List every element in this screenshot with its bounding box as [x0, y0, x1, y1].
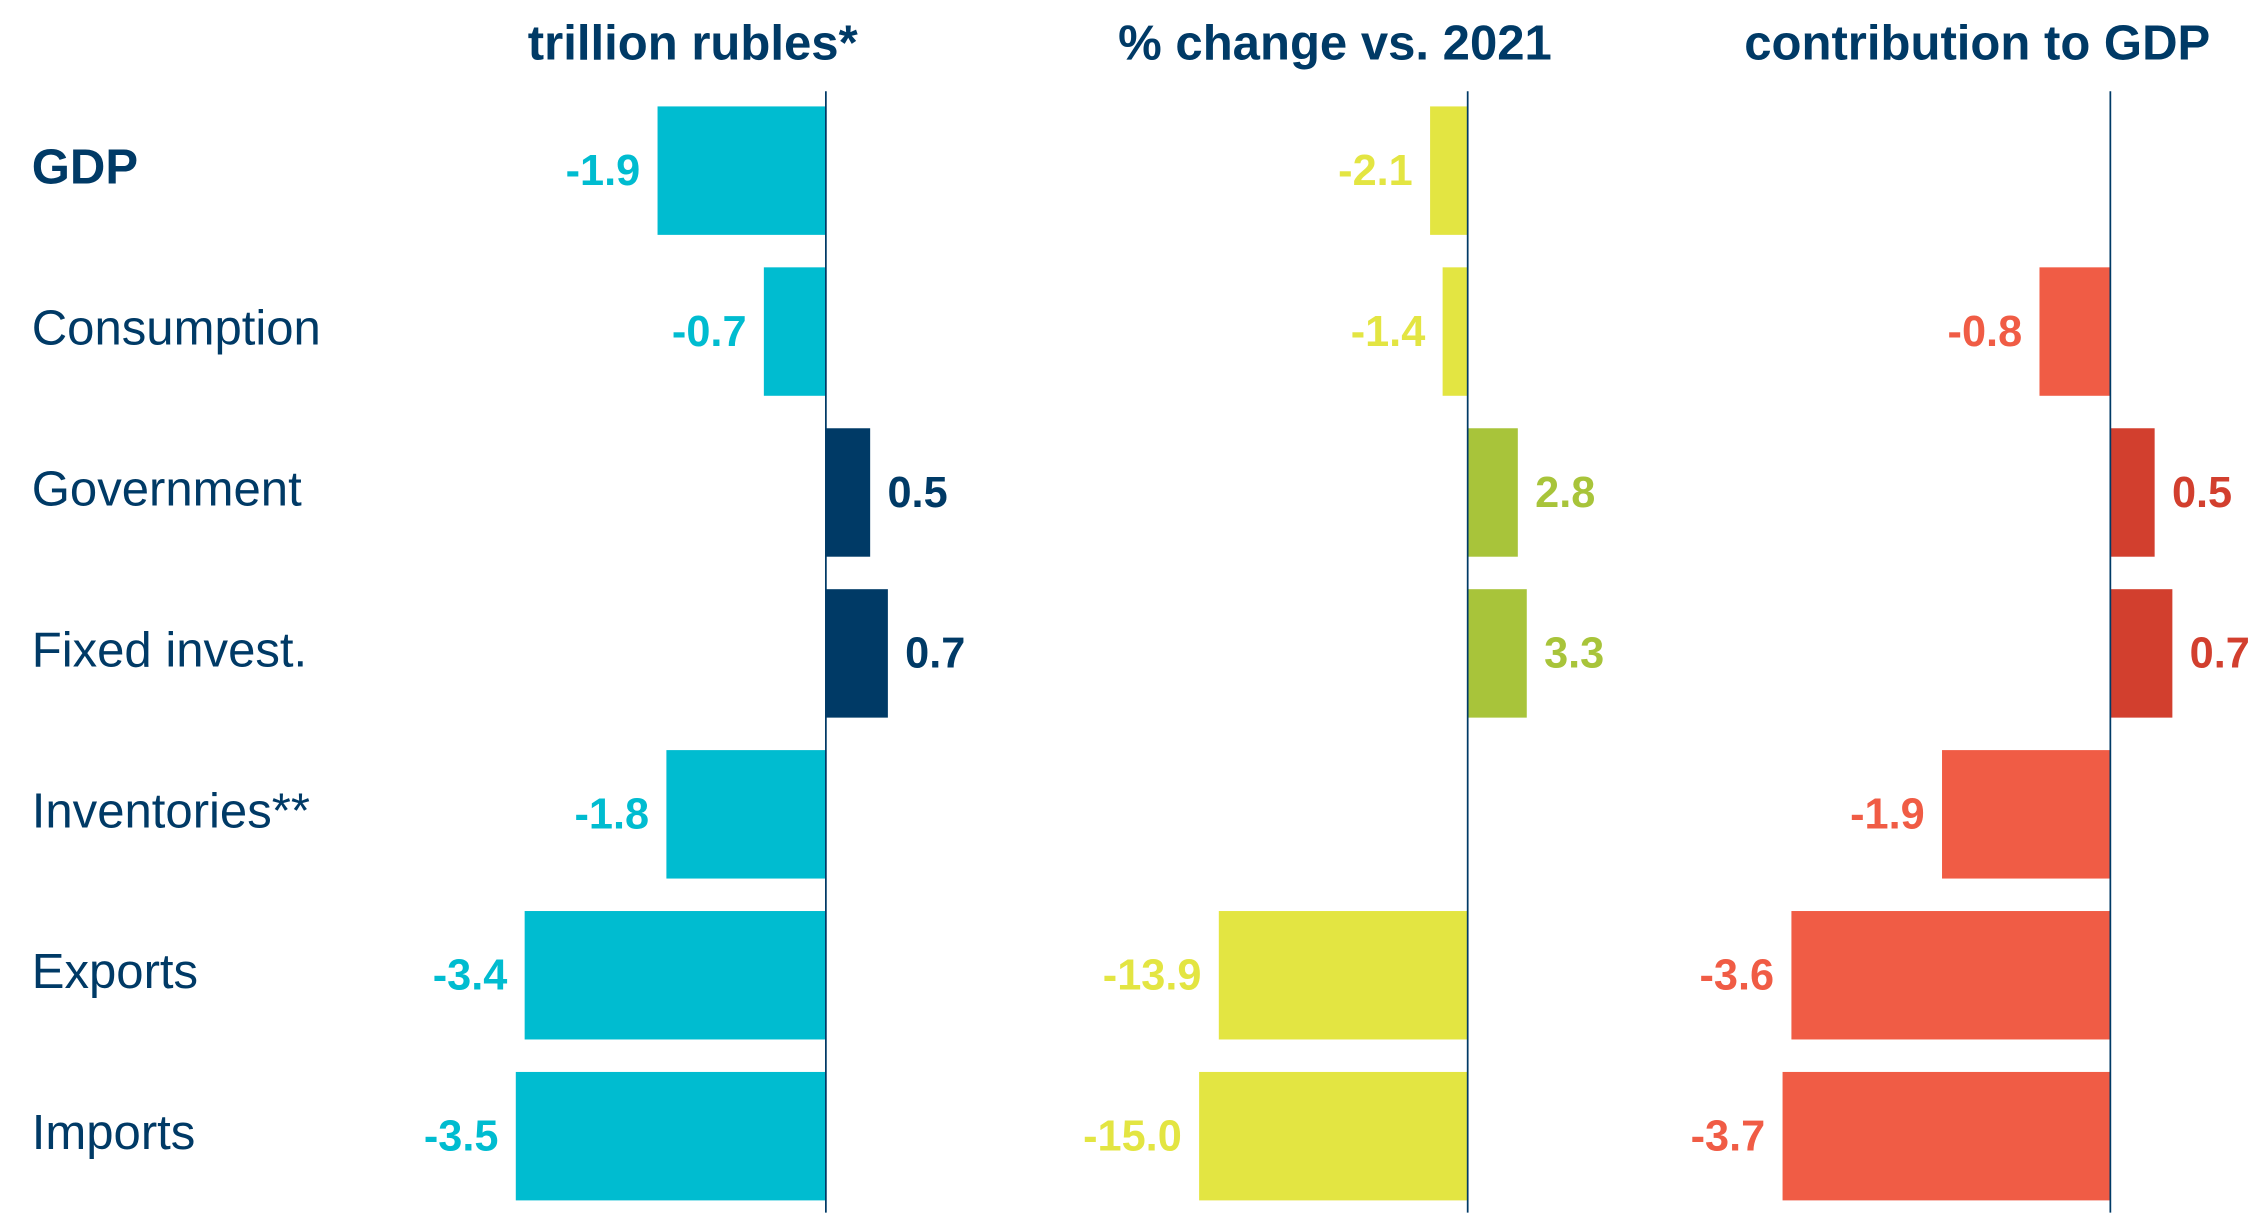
bar	[1430, 106, 1468, 235]
bar	[1791, 911, 2111, 1040]
bar	[763, 267, 826, 396]
value-label: -15.0	[1083, 1112, 1182, 1160]
value-label: -3.4	[433, 952, 508, 1000]
bar	[2110, 428, 2155, 557]
value-label: -1.9	[566, 147, 641, 195]
value-label: 2.8	[1535, 469, 1595, 517]
bar	[825, 589, 888, 718]
value-label: -0.7	[672, 308, 747, 356]
value-label: -3.5	[424, 1112, 499, 1160]
row-label: Fixed invest.	[32, 623, 307, 677]
value-label: -0.8	[1948, 308, 2023, 356]
bar	[1442, 267, 1468, 396]
row-label: Government	[32, 462, 302, 516]
value-label: 0.5	[2172, 469, 2232, 517]
row-label: Imports	[32, 1106, 196, 1160]
value-label: -1.4	[1351, 308, 1426, 356]
value-label: -1.8	[574, 791, 649, 839]
bar	[1218, 911, 1468, 1040]
bar	[2110, 589, 2173, 718]
value-label: -2.1	[1338, 147, 1413, 195]
value-label: -13.9	[1103, 952, 1202, 1000]
value-label: -3.7	[1691, 1112, 1766, 1160]
row-label: Exports	[32, 945, 198, 999]
panel-title: contribution to GDP	[1744, 16, 2210, 70]
panel-title: % change vs. 2021	[1118, 16, 1552, 70]
value-label: 0.7	[2190, 630, 2250, 678]
bar	[825, 428, 871, 557]
bar	[524, 911, 826, 1040]
bar	[657, 106, 826, 235]
value-label: -3.6	[1700, 952, 1775, 1000]
panel-title: trillion rubles*	[528, 16, 859, 70]
value-label: 0.7	[905, 630, 965, 678]
value-label: 0.5	[887, 469, 947, 517]
row-label: Inventories**	[32, 784, 310, 838]
row-label: GDP	[32, 141, 138, 195]
row-label: Consumption	[32, 302, 321, 356]
bar	[1199, 1071, 1468, 1201]
value-label: -1.9	[1850, 791, 1925, 839]
value-label: 3.3	[1544, 630, 1604, 678]
bar	[2039, 267, 2111, 396]
bar	[1467, 589, 1527, 718]
bar	[1942, 750, 2111, 879]
bar	[1467, 428, 1518, 557]
bar	[666, 750, 826, 879]
bar	[1782, 1071, 2111, 1201]
bar	[515, 1071, 826, 1201]
